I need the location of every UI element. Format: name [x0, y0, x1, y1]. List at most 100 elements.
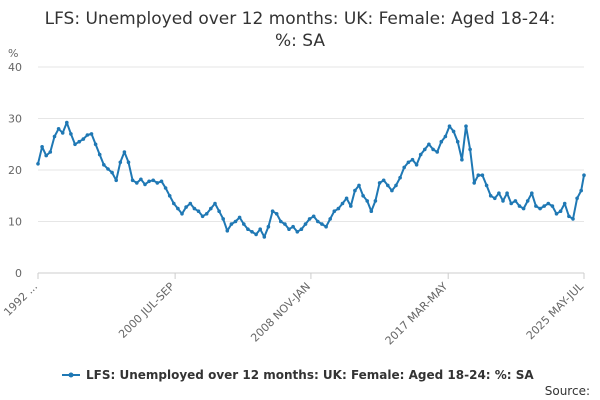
data-point[interactable]	[418, 152, 423, 157]
data-point[interactable]	[439, 139, 444, 144]
data-point[interactable]	[468, 147, 472, 152]
data-point[interactable]	[464, 124, 468, 128]
data-point[interactable]	[118, 160, 123, 165]
data-point[interactable]	[110, 170, 114, 175]
data-point[interactable]	[106, 167, 110, 171]
data-point[interactable]	[180, 212, 184, 216]
data-point[interactable]	[353, 188, 357, 193]
data-point[interactable]	[530, 191, 534, 195]
data-point[interactable]	[151, 178, 155, 183]
data-point[interactable]	[122, 150, 127, 154]
data-point[interactable]	[204, 212, 209, 216]
data-point[interactable]	[493, 196, 497, 201]
data-point[interactable]	[344, 196, 349, 201]
data-point[interactable]	[402, 165, 407, 170]
data-point[interactable]	[188, 201, 193, 206]
data-point[interactable]	[320, 222, 324, 226]
data-point[interactable]	[538, 206, 542, 211]
data-point[interactable]	[324, 224, 328, 229]
data-point[interactable]	[196, 209, 201, 213]
source-label[interactable]: Source:	[545, 384, 590, 398]
data-point[interactable]	[36, 162, 40, 166]
data-point[interactable]	[60, 131, 65, 135]
data-point[interactable]	[316, 219, 320, 224]
data-point[interactable]	[65, 120, 69, 125]
data-point[interactable]	[550, 204, 555, 208]
data-point[interactable]	[147, 179, 151, 184]
data-point[interactable]	[56, 127, 61, 131]
data-point[interactable]	[394, 183, 398, 188]
data-point[interactable]	[274, 212, 279, 216]
data-point[interactable]	[287, 227, 291, 231]
data-point[interactable]	[311, 214, 316, 219]
data-point[interactable]	[163, 186, 168, 190]
data-point[interactable]	[246, 227, 250, 231]
data-point[interactable]	[167, 194, 172, 198]
data-point[interactable]	[447, 124, 452, 128]
data-point[interactable]	[558, 209, 563, 213]
data-point[interactable]	[336, 206, 341, 211]
data-point[interactable]	[484, 183, 489, 188]
data-point[interactable]	[225, 229, 230, 233]
data-point[interactable]	[40, 145, 44, 149]
data-point[interactable]	[93, 142, 98, 147]
data-point[interactable]	[427, 142, 431, 147]
data-point[interactable]	[279, 219, 283, 224]
data-point[interactable]	[579, 188, 583, 193]
data-point[interactable]	[381, 178, 386, 183]
data-point[interactable]	[283, 222, 287, 226]
data-point[interactable]	[455, 139, 460, 144]
data-point[interactable]	[357, 183, 361, 188]
data-point[interactable]	[73, 142, 77, 147]
data-point[interactable]	[254, 232, 258, 237]
data-point[interactable]	[159, 179, 164, 184]
data-point[interactable]	[258, 227, 263, 231]
data-point[interactable]	[44, 153, 48, 158]
data-point[interactable]	[542, 204, 546, 208]
data-point[interactable]	[340, 201, 345, 206]
data-point[interactable]	[307, 217, 312, 221]
data-point[interactable]	[521, 206, 526, 211]
data-point[interactable]	[406, 160, 411, 165]
data-point[interactable]	[229, 222, 234, 226]
data-point[interactable]	[575, 196, 579, 201]
data-point[interactable]	[200, 214, 205, 219]
data-point[interactable]	[451, 129, 456, 134]
data-point[interactable]	[89, 132, 94, 136]
data-point[interactable]	[209, 206, 213, 211]
data-point[interactable]	[303, 222, 308, 226]
data-point[interactable]	[501, 199, 505, 203]
data-point[interactable]	[443, 134, 448, 139]
data-point[interactable]	[410, 157, 415, 162]
data-point[interactable]	[377, 181, 382, 185]
data-point[interactable]	[102, 163, 106, 167]
data-point[interactable]	[176, 206, 180, 211]
data-point[interactable]	[130, 178, 135, 183]
data-point[interactable]	[513, 199, 518, 203]
legend[interactable]: LFS: Unemployed over 12 months: UK: Fema…	[62, 368, 534, 382]
data-point[interactable]	[562, 201, 567, 206]
data-point[interactable]	[81, 137, 86, 141]
data-point[interactable]	[505, 191, 509, 195]
data-point[interactable]	[295, 230, 300, 234]
data-point[interactable]	[77, 139, 81, 144]
data-point[interactable]	[365, 199, 370, 203]
data-point[interactable]	[237, 215, 242, 220]
data-point[interactable]	[480, 173, 485, 177]
data-point[interactable]	[476, 173, 481, 177]
data-point[interactable]	[250, 230, 254, 234]
data-point[interactable]	[571, 217, 575, 221]
data-point[interactable]	[217, 209, 221, 213]
data-point[interactable]	[213, 201, 217, 206]
data-point[interactable]	[126, 160, 131, 165]
data-point[interactable]	[349, 204, 353, 208]
data-point[interactable]	[155, 181, 160, 185]
data-point[interactable]	[262, 235, 267, 239]
data-point[interactable]	[435, 150, 440, 154]
data-point[interactable]	[328, 217, 333, 221]
data-point[interactable]	[114, 178, 118, 183]
data-point[interactable]	[48, 150, 53, 154]
data-point[interactable]	[270, 209, 275, 213]
data-point[interactable]	[233, 219, 238, 224]
data-point[interactable]	[554, 212, 559, 216]
